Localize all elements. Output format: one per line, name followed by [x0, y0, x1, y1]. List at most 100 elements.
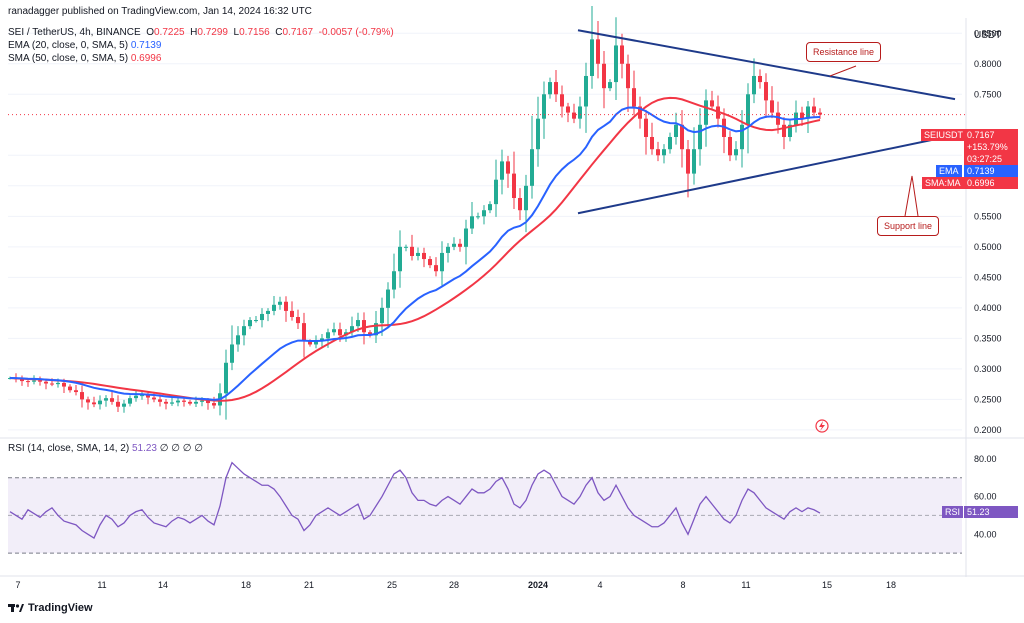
- candle: [644, 109, 648, 155]
- candle-body: [260, 313, 264, 321]
- candle-body: [74, 390, 78, 393]
- candle: [620, 33, 624, 79]
- candle-body: [560, 94, 564, 107]
- candle-body: [422, 252, 426, 260]
- ema-legend[interactable]: EMA (20, close, 0, SMA, 5) 0.7139: [8, 40, 161, 51]
- candle-body: [416, 252, 420, 256]
- candle-body: [566, 106, 570, 113]
- candle-body: [590, 39, 594, 76]
- candle-body: [56, 382, 60, 385]
- time-tick-label: 18: [241, 580, 251, 590]
- price-tick-label: 0.3000: [974, 364, 1002, 374]
- candle: [704, 89, 708, 147]
- candle: [74, 384, 78, 396]
- candle: [278, 296, 282, 310]
- candle-body: [98, 400, 102, 405]
- candle-body: [734, 149, 738, 156]
- candle: [536, 96, 540, 167]
- candle-body: [212, 403, 216, 406]
- candle-body: [518, 198, 522, 211]
- candle-body: [302, 323, 306, 342]
- candle: [542, 81, 546, 139]
- candle: [20, 375, 24, 386]
- candle-body: [266, 310, 270, 314]
- candle-body: [698, 124, 702, 150]
- time-tick-label: 11: [741, 580, 750, 590]
- symbol-ohlc-legend[interactable]: SEI / TetherUS, 4h, BINANCE O0.7225 H0.7…: [8, 27, 394, 38]
- candle-body: [674, 124, 678, 137]
- candle-body: [608, 82, 612, 89]
- candle-body: [110, 398, 114, 402]
- candle-body: [68, 386, 72, 391]
- currency-label[interactable]: USDT: [974, 30, 1002, 41]
- time-tick-label: 28: [449, 580, 459, 590]
- time-tick-label: 8: [680, 580, 685, 590]
- candle: [548, 77, 552, 99]
- candle-body: [296, 317, 300, 324]
- candle: [614, 17, 618, 101]
- candle-body: [116, 401, 120, 407]
- candle-body: [500, 161, 504, 180]
- symbol-label[interactable]: SEI / TetherUS, 4h, BINANCE: [8, 27, 141, 38]
- candle-body: [596, 39, 600, 64]
- symbol-tag: SEIUSDT: [921, 129, 967, 141]
- candle: [518, 188, 522, 221]
- price-tick-label: 0.8000: [974, 59, 1002, 69]
- candle-body: [758, 75, 762, 83]
- candle-body: [746, 94, 750, 125]
- candle: [740, 110, 744, 168]
- candle-body: [818, 112, 822, 115]
- candle-body: [356, 320, 360, 327]
- price-tick-label: 0.7500: [974, 89, 1002, 99]
- sma-legend[interactable]: SMA (50, close, 0, SMA, 5) 0.6996: [8, 53, 161, 64]
- candle-body: [494, 179, 498, 205]
- resistance-callout[interactable]: Resistance line: [806, 42, 882, 62]
- candle-body: [512, 173, 516, 199]
- candle: [290, 301, 294, 321]
- candle: [698, 108, 702, 166]
- high-value: 0.7299: [197, 27, 228, 38]
- candle-body: [62, 382, 66, 387]
- candle: [296, 309, 300, 329]
- rsi-tick-label: 80.00: [974, 454, 997, 464]
- candle-body: [236, 335, 240, 345]
- candle-body: [278, 301, 282, 305]
- lightning-icon[interactable]: [815, 419, 829, 433]
- candle: [182, 397, 186, 407]
- support-callout[interactable]: Support line: [877, 216, 940, 236]
- tradingview-logo[interactable]: TradingView: [8, 602, 93, 614]
- candle-body: [434, 265, 438, 272]
- candle: [680, 110, 684, 168]
- published-line: ranadagger published on TradingView.com,…: [8, 6, 312, 17]
- candle-body: [26, 381, 30, 383]
- candle-body: [764, 82, 768, 101]
- sma-value-tag: 0.6996: [964, 177, 1018, 189]
- rsi-value-tag: 51.23: [964, 506, 1018, 518]
- candle-body: [710, 100, 714, 107]
- countdown-tag: 03:27:25: [964, 153, 1018, 165]
- candle-body: [680, 124, 684, 150]
- candle-body: [530, 149, 534, 186]
- candle-body: [380, 307, 384, 324]
- candle-body: [176, 400, 180, 403]
- time-tick-label: 7: [15, 580, 20, 590]
- rsi-legend-label: RSI (14, close, SMA, 14, 2): [8, 443, 130, 454]
- candle: [332, 322, 336, 336]
- candle: [662, 144, 666, 164]
- candle-body: [602, 63, 606, 89]
- candle: [140, 391, 144, 400]
- rsi-legend[interactable]: RSI (14, close, SMA, 14, 2) 51.23 ∅ ∅ ∅ …: [8, 443, 203, 454]
- sma-legend-value: 0.6996: [130, 53, 162, 64]
- time-tick-label: 15: [822, 580, 832, 590]
- candle: [254, 316, 258, 323]
- candle-body: [332, 329, 336, 333]
- candle-body: [164, 401, 168, 404]
- candle: [128, 395, 132, 407]
- candle: [446, 243, 450, 263]
- change-value: -0.0057 (-0.79%): [318, 27, 394, 38]
- time-tick-label: 11: [97, 580, 106, 590]
- candle-body: [470, 216, 474, 229]
- candle: [752, 58, 756, 104]
- candle-body: [20, 379, 24, 382]
